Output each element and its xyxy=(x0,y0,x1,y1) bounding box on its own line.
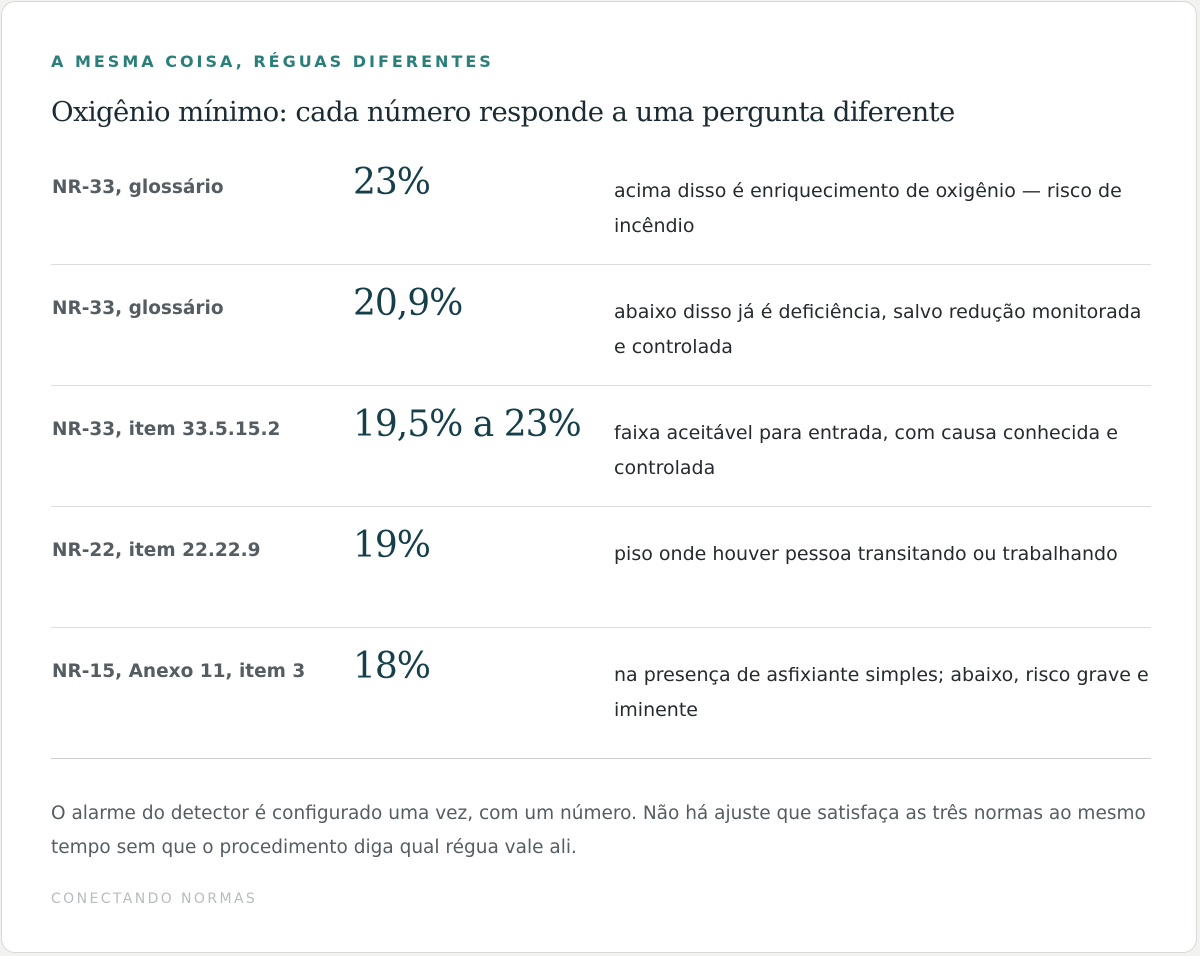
row-source: NR-33, glossário xyxy=(52,177,224,198)
row-value: 18% xyxy=(353,646,431,687)
threshold-row: NR-33, glossário 20,9% abaixo disso já é… xyxy=(51,265,1151,386)
row-value: 19,5% a 23% xyxy=(353,404,582,445)
row-value: 19% xyxy=(353,525,431,566)
row-value: 23% xyxy=(353,162,431,203)
row-description: abaixo disso já é deficiência, salvo red… xyxy=(614,301,1142,358)
row-source: NR-33, glossário xyxy=(52,298,224,319)
row-description: na presença de asfixiante simples; abaix… xyxy=(614,664,1149,721)
eyebrow-label: A MESMA COISA, RÉGUAS DIFERENTES xyxy=(51,52,494,71)
row-source: NR-22, item 22.22.9 xyxy=(52,540,261,561)
row-value: 20,9% xyxy=(353,283,463,324)
threshold-row: NR-33, glossário 23% acima disso é enriq… xyxy=(51,144,1151,265)
card-title: Oxigênio mínimo: cada número responde a … xyxy=(51,96,955,128)
threshold-row: NR-33, item 33.5.15.2 19,5% a 23% faixa … xyxy=(51,386,1151,507)
oxygen-threshold-list: NR-33, glossário 23% acima disso é enriq… xyxy=(51,144,1151,759)
threshold-row: NR-15, Anexo 11, item 3 18% na presença … xyxy=(51,628,1151,759)
row-source: NR-15, Anexo 11, item 3 xyxy=(52,661,306,682)
footer-brand: CONECTANDO NORMAS xyxy=(51,891,258,907)
threshold-row: NR-22, item 22.22.9 19% piso onde houver… xyxy=(51,507,1151,628)
footnote-text: O alarme do detector é configurado uma v… xyxy=(51,803,1146,858)
row-source: NR-33, item 33.5.15.2 xyxy=(52,419,281,440)
row-description: piso onde houver pessoa transitando ou t… xyxy=(614,543,1118,565)
row-description: acima disso é enriquecimento de oxigênio… xyxy=(614,180,1122,237)
row-description: faixa aceitável para entrada, com causa … xyxy=(614,422,1118,479)
